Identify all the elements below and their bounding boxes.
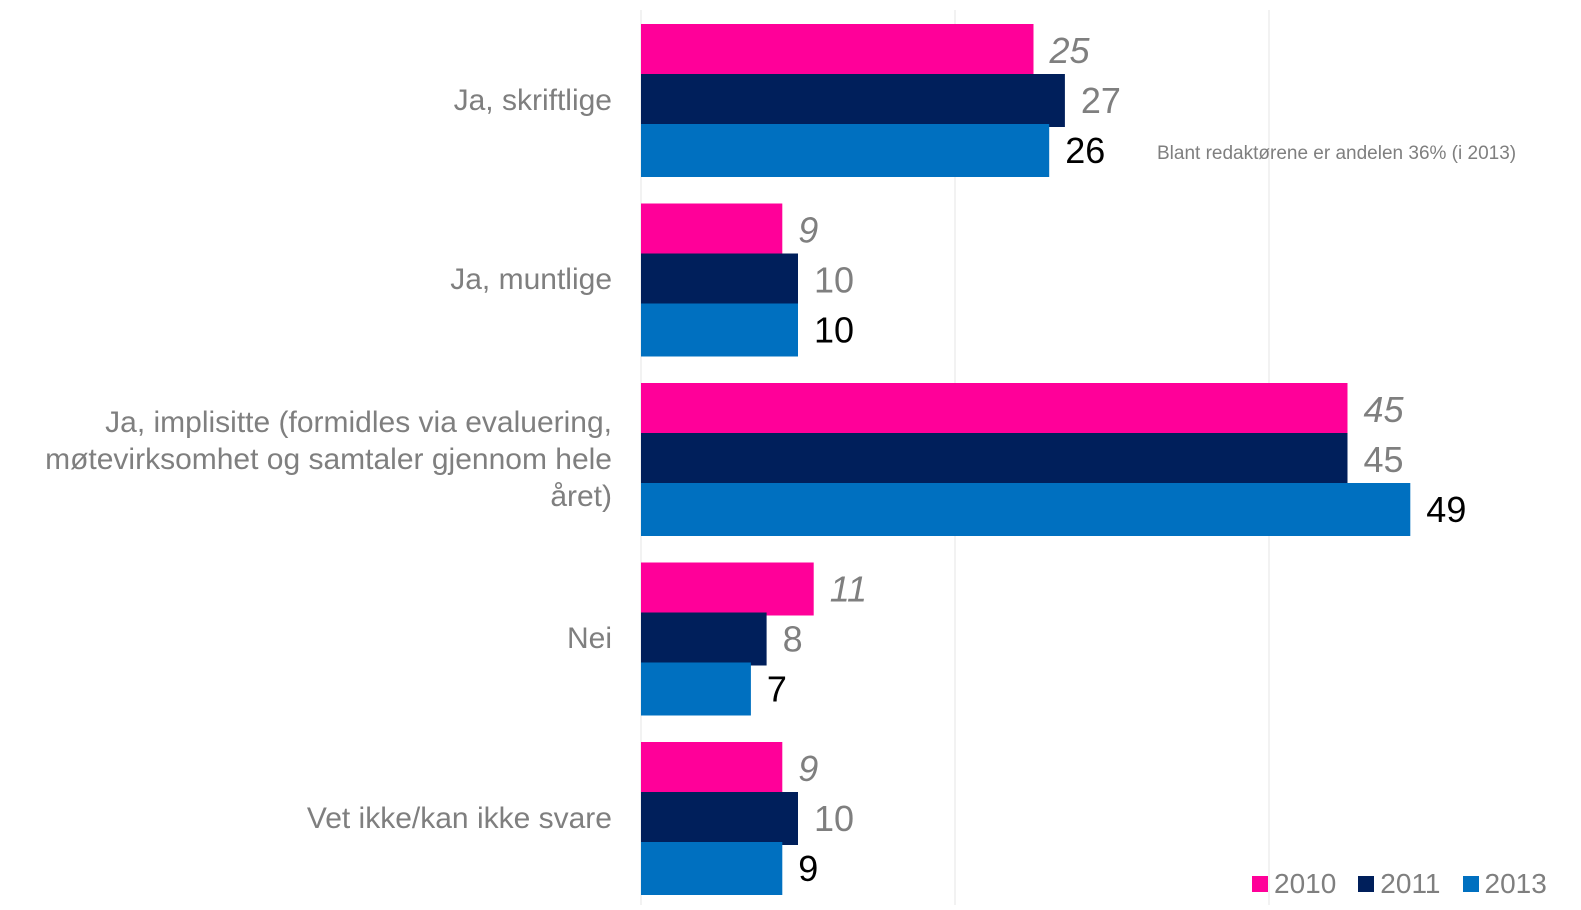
value-label-2013-3: 7 [767, 669, 787, 710]
bar-2013-3 [641, 662, 751, 716]
value-label-2011-1: 10 [814, 260, 854, 301]
category-label: Ja, skriftlige [453, 83, 612, 117]
bar-2010-4 [641, 742, 783, 795]
annotation-note: Blant redaktørene er andelen 36% (i 2013… [1157, 143, 1517, 164]
legend-item: 2010 [1252, 869, 1336, 899]
value-label-2013-4: 9 [798, 848, 818, 889]
value-label-2011-0: 27 [1081, 80, 1121, 121]
bar-2011-3 [641, 612, 767, 666]
value-label-2011-3: 8 [783, 619, 803, 660]
value-label-2010-3: 11 [830, 569, 867, 610]
value-label-2010-2: 45 [1364, 389, 1405, 430]
legend-swatch [1462, 876, 1479, 892]
legend-item: 2011 [1358, 868, 1441, 899]
bar-2011-1 [641, 253, 798, 307]
legend-swatch [1252, 876, 1268, 892]
bar-2013-1 [641, 303, 798, 357]
bar-2013-2 [641, 483, 1411, 536]
bar-2010-3 [641, 562, 814, 616]
value-label-2010-4: 9 [798, 748, 818, 789]
legend-label: 2011 [1380, 868, 1441, 899]
bar-2011-2 [641, 433, 1348, 486]
bar-2013-4 [641, 842, 783, 895]
legend-swatch [1358, 876, 1375, 892]
category-label: Ja, implisitte (formidles via evaluering… [45, 405, 612, 513]
legend-label: 2013 [1484, 868, 1547, 899]
value-label-2011-4: 10 [814, 798, 854, 839]
value-label-2013-0: 26 [1065, 130, 1105, 171]
category-label: Nei [566, 622, 612, 655]
legend-item: 2013 [1462, 868, 1547, 899]
legend-label: 2010 [1274, 868, 1337, 899]
bar-2010-0 [641, 24, 1034, 77]
bar-2010-2 [641, 383, 1348, 436]
value-label-2013-2: 49 [1426, 489, 1466, 530]
legend: 2010 2011 2013 [1252, 869, 1547, 899]
value-label-2011-2: 45 [1364, 439, 1404, 480]
bar-2013-0 [641, 124, 1050, 177]
value-label-2013-1: 10 [814, 310, 854, 351]
category-label: Ja, muntlige [450, 263, 612, 296]
value-label-2010-0: 25 [1049, 30, 1091, 71]
bar-2011-4 [641, 792, 798, 845]
value-label-2010-1: 9 [798, 210, 818, 251]
category-label: Vet ikke/kan ikke svare [306, 801, 612, 835]
bars [641, 24, 1411, 895]
bar-2011-0 [641, 74, 1065, 127]
bar-2010-1 [641, 203, 783, 257]
